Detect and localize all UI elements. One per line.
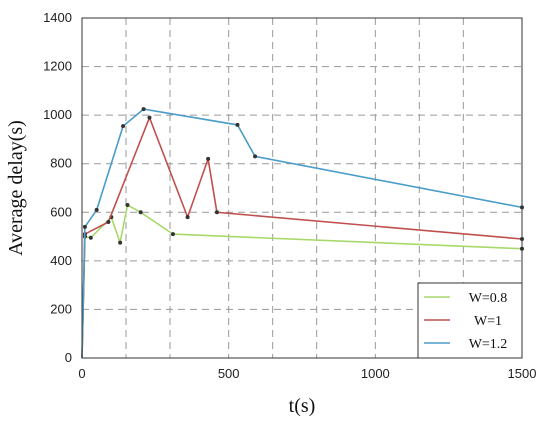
grid <box>82 18 522 358</box>
y-tick-label: 600 <box>50 204 72 219</box>
x-tick-label: 1000 <box>361 366 390 381</box>
legend-label: W=1.2 <box>469 337 508 352</box>
data-point <box>121 124 126 129</box>
data-point <box>235 122 240 127</box>
x-axis-label: t(s) <box>289 395 316 417</box>
legend-label: W=1 <box>474 314 502 329</box>
x-tick-label: 500 <box>218 366 240 381</box>
data-point <box>118 240 123 245</box>
legend-item: W=0.8 <box>424 291 507 306</box>
y-tick-label: 1200 <box>43 59 72 74</box>
legend-box <box>417 282 523 359</box>
y-tick-label: 800 <box>50 156 72 171</box>
data-point <box>206 156 211 161</box>
data-point <box>253 154 258 159</box>
legend: W=0.8 W=1 W=1.2 <box>417 282 523 359</box>
y-tick-label: 1400 <box>43 10 72 25</box>
data-point <box>214 210 219 215</box>
legend-label: W=0.8 <box>469 291 508 306</box>
series-line <box>81 115 523 359</box>
series-line <box>81 108 523 359</box>
y-tick-label: 400 <box>50 253 72 268</box>
data-point <box>170 232 175 237</box>
legend-item: W=1 <box>424 314 502 329</box>
data-point <box>106 220 111 224</box>
data-point <box>138 210 143 215</box>
y-tick-label: 200 <box>50 301 72 316</box>
data-point <box>94 207 99 212</box>
series-2 <box>81 115 524 359</box>
y-tick-label: 1000 <box>43 107 72 122</box>
x-tick-label: 0 <box>78 366 85 381</box>
data-point <box>88 235 93 240</box>
y-tick-label: 0 <box>65 350 72 365</box>
data-point <box>141 107 146 112</box>
data-point <box>185 215 190 220</box>
data-point <box>125 203 130 207</box>
x-tick-label: 1500 <box>508 366 537 381</box>
plot-border <box>81 17 523 359</box>
series-layer <box>81 107 524 359</box>
tick-labels: 0 200 400 600 800 1000 1200 1400 0 500 1000 1500 <box>43 10 536 381</box>
data-point <box>82 224 87 229</box>
y-axis-label: Average delay(s) <box>5 120 27 256</box>
data-point <box>147 115 152 120</box>
legend-item: W=1.2 <box>424 337 507 352</box>
